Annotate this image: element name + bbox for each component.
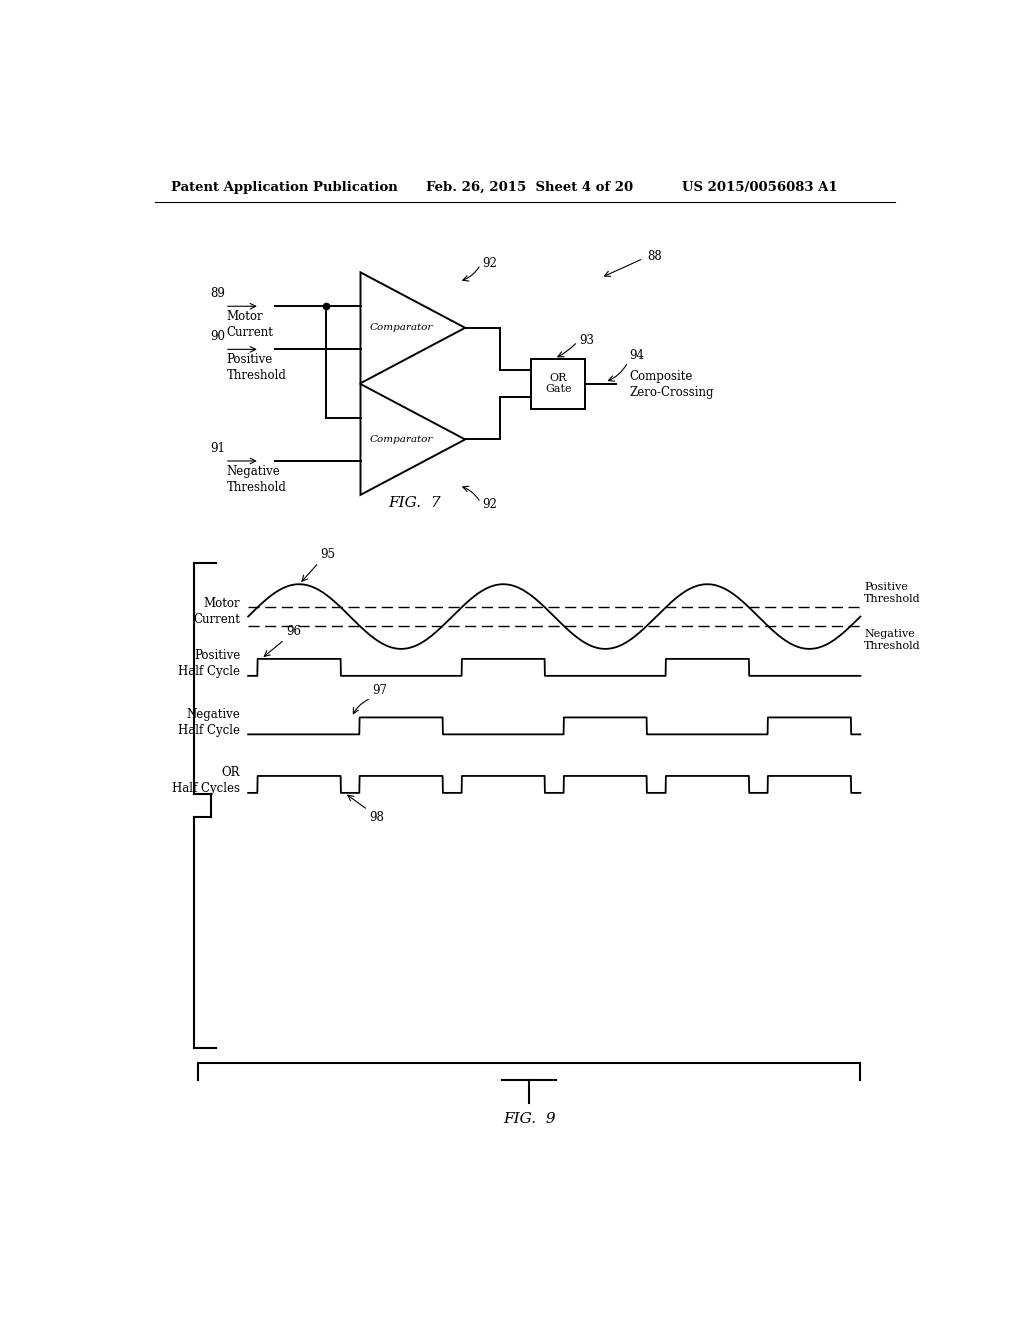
Text: Positive
Threshold: Positive Threshold [226, 354, 287, 383]
Text: 91: 91 [210, 442, 225, 455]
Text: FIG.  9: FIG. 9 [503, 1113, 555, 1126]
Text: Motor
Current: Motor Current [194, 598, 241, 627]
Text: Comparator: Comparator [370, 323, 433, 333]
Text: FIG.  7: FIG. 7 [388, 496, 441, 511]
Text: 88: 88 [647, 249, 662, 263]
Text: 93: 93 [579, 334, 594, 347]
Text: OR
Half Cycles: OR Half Cycles [172, 766, 241, 795]
Text: OR
Gate: OR Gate [545, 372, 571, 395]
Text: 95: 95 [321, 548, 335, 561]
Text: 89: 89 [210, 286, 225, 300]
Text: Composite
Zero-Crossing: Composite Zero-Crossing [630, 370, 714, 399]
Text: 98: 98 [370, 812, 384, 825]
Text: Negative
Threshold: Negative Threshold [864, 628, 921, 651]
Text: Feb. 26, 2015  Sheet 4 of 20: Feb. 26, 2015 Sheet 4 of 20 [426, 181, 634, 194]
Text: 97: 97 [373, 684, 387, 697]
Text: Positive
Half Cycle: Positive Half Cycle [178, 649, 241, 678]
Text: 90: 90 [210, 330, 225, 343]
Text: Motor
Current: Motor Current [226, 310, 273, 339]
Text: Comparator: Comparator [370, 436, 433, 444]
Text: Positive
Threshold: Positive Threshold [864, 582, 921, 605]
Text: 92: 92 [482, 256, 497, 269]
Text: 92: 92 [482, 498, 497, 511]
Text: US 2015/0056083 A1: US 2015/0056083 A1 [682, 181, 838, 194]
Text: Negative
Half Cycle: Negative Half Cycle [178, 708, 241, 737]
Text: Patent Application Publication: Patent Application Publication [171, 181, 397, 194]
Text: Negative
Threshold: Negative Threshold [226, 465, 287, 494]
Text: 96: 96 [286, 626, 301, 638]
Text: 94: 94 [630, 348, 644, 362]
